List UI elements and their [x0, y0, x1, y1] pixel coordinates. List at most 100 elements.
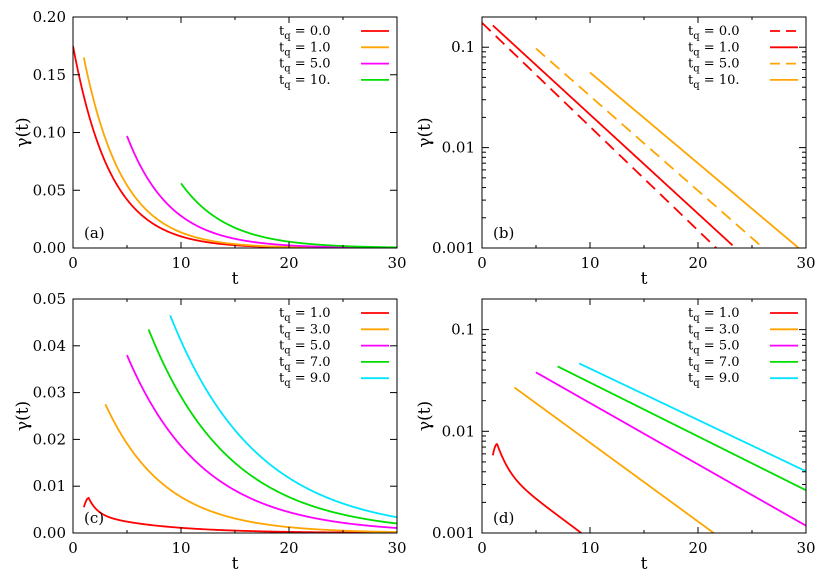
legend-item: tq = 7.0	[688, 355, 798, 373]
legend-value: 0.0	[310, 24, 331, 39]
legend-prefix: t	[688, 40, 694, 55]
curves-c	[82, 315, 397, 533]
legend-prefix: t	[688, 322, 694, 337]
legend-item: tq = 0.0	[279, 24, 389, 42]
panel-c: 0 10 20 30 0.00 0.01 0.02 0.03 0.04 0.05 t γ(t) (c) t…	[13, 290, 407, 574]
x-tick-label: 10	[171, 254, 190, 272]
legend-item: tq = 7.0	[279, 355, 389, 373]
legend-item: tq = 1.0	[688, 40, 798, 58]
legend-equals: =	[700, 339, 719, 354]
legend-equals: =	[700, 73, 719, 88]
legend: tq = 0.0tq = 1.0tq = 5.0tq = 10.	[688, 24, 798, 91]
series-line-tq-5.0	[535, 371, 806, 527]
y-tick-label: 0.05	[33, 181, 66, 199]
series-line-tq-0.0	[482, 22, 718, 248]
legend-equals: =	[700, 40, 719, 55]
legend-value: 10.	[310, 73, 331, 88]
legend-subscript: q	[284, 362, 291, 373]
x-tick-label: 30	[796, 539, 815, 557]
panel-a: 0 10 20 30 0.00 0.05 0.10 0.15 0.20 t γ(t) (a) tq = …	[13, 8, 407, 289]
legend-label: tq = 10.	[688, 73, 740, 91]
legend-equals: =	[291, 40, 310, 55]
series-line-tq-9.0	[169, 315, 397, 519]
series-line-tq-9.0	[578, 362, 806, 473]
legend-equals: =	[700, 322, 719, 337]
y-axis-label: γ(t)	[13, 401, 33, 431]
series-line-tq-0.0	[73, 45, 397, 248]
legend-equals: =	[700, 355, 719, 370]
legend-equals: =	[291, 322, 310, 337]
panel-label: (a)	[84, 224, 105, 242]
x-tick-label: 0	[477, 539, 487, 557]
legend-item: tq = 1.0	[279, 40, 389, 58]
legend: tq = 1.0tq = 3.0tq = 5.0tq = 7.0tq = 9.0	[688, 306, 798, 389]
legend-value: 5.0	[719, 57, 740, 72]
legend-label: tq = 1.0	[688, 40, 740, 58]
legend-label: tq = 7.0	[688, 355, 740, 373]
legend-value: 9.0	[310, 371, 331, 386]
y-tick-label: 0.1	[451, 38, 475, 56]
legend-subscript: q	[284, 31, 291, 42]
x-tick-label: 20	[688, 254, 707, 272]
x-tick-label: 10	[580, 254, 599, 272]
x-tick-label: 30	[387, 539, 406, 557]
legend-label: tq = 9.0	[688, 371, 740, 389]
legend: tq = 1.0tq = 3.0tq = 5.0tq = 7.0tq = 9.0	[279, 306, 389, 389]
legend-subscript: q	[284, 346, 291, 357]
legend-equals: =	[700, 24, 719, 39]
y-tick-label: 0.01	[442, 422, 475, 440]
series-line-tq-5.0	[535, 47, 764, 248]
series-line-tq-1.0	[491, 442, 583, 533]
legend-subscript: q	[284, 64, 291, 75]
legend-subscript: q	[693, 64, 700, 75]
legend-prefix: t	[279, 73, 285, 88]
legend-prefix: t	[279, 355, 285, 370]
y-axis-label: γ(t)	[415, 117, 435, 147]
series-line-tq-1.0	[492, 24, 734, 247]
legend-value: 1.0	[310, 40, 331, 55]
legend-item: tq = 10.	[688, 73, 798, 91]
legend-label: tq = 0.0	[688, 24, 740, 42]
x-tick-label: 20	[688, 539, 707, 557]
legend-subscript: q	[693, 47, 700, 58]
y-axis-label: γ(t)	[415, 401, 435, 431]
legend-item: tq = 5.0	[688, 57, 798, 75]
legend-equals: =	[700, 371, 719, 386]
legend-prefix: t	[688, 73, 694, 88]
legend-subscript: q	[284, 378, 291, 389]
y-tick-label: 0.00	[33, 524, 66, 542]
legend-equals: =	[700, 306, 719, 321]
legend-subscript: q	[693, 362, 700, 373]
legend-value: 5.0	[310, 57, 331, 72]
legend-equals: =	[291, 371, 310, 386]
legend-subscript: q	[284, 313, 291, 324]
curves-d	[491, 362, 806, 533]
series-line-tq-10.	[180, 182, 397, 248]
series-line-tq-3.0	[104, 403, 397, 533]
legend-value: 7.0	[310, 355, 331, 370]
legend-equals: =	[291, 339, 310, 354]
series-line-tq-1.0	[82, 57, 397, 248]
y-tick-label: 0.02	[33, 430, 66, 448]
legend-label: tq = 10.	[279, 73, 331, 91]
x-axis-label: t	[232, 269, 239, 289]
legend-prefix: t	[688, 371, 694, 386]
legend-equals: =	[291, 57, 310, 72]
legend-label: tq = 5.0	[688, 339, 740, 357]
legend-label: tq = 9.0	[279, 371, 331, 389]
legend-subscript: q	[693, 80, 700, 91]
legend-label: tq = 1.0	[279, 306, 331, 324]
legend-item: tq = 5.0	[279, 57, 389, 75]
series-line-tq-5.0	[126, 354, 397, 529]
legend-prefix: t	[688, 24, 694, 39]
legend-prefix: t	[279, 24, 285, 39]
legend-equals: =	[291, 306, 310, 321]
legend-prefix: t	[279, 339, 285, 354]
legend-value: 7.0	[719, 355, 740, 370]
legend-item: tq = 1.0	[688, 306, 798, 324]
series-line-tq-7.0	[557, 365, 806, 492]
legend-item: tq = 3.0	[688, 322, 798, 340]
legend-prefix: t	[279, 371, 285, 386]
legend-item: tq = 10.	[279, 73, 389, 91]
